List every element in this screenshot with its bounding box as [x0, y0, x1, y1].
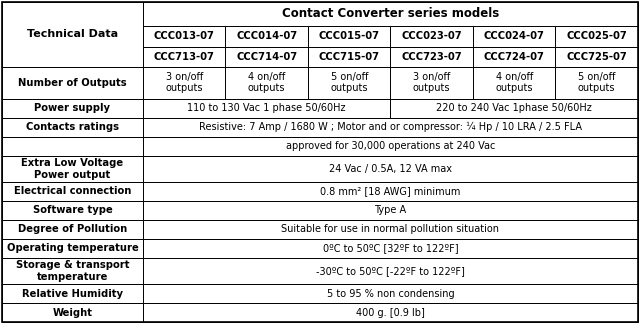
Bar	[2, 66, 143, 98]
Bar	[556, 47, 638, 66]
Text: 24 Vac / 0.5A, 12 VA max: 24 Vac / 0.5A, 12 VA max	[329, 164, 452, 174]
Text: CCC015-07: CCC015-07	[319, 31, 380, 41]
Text: -30ºC to 50ºC [-22ºF to 122ºF]: -30ºC to 50ºC [-22ºF to 122ºF]	[316, 266, 465, 276]
Bar	[143, 284, 638, 303]
Text: Software type: Software type	[33, 205, 113, 215]
Bar	[2, 182, 143, 201]
Text: CCC725-07: CCC725-07	[566, 52, 627, 62]
Text: CCC723-07: CCC723-07	[401, 52, 462, 62]
Text: Electrical connection: Electrical connection	[14, 186, 131, 196]
Text: CCC724-07: CCC724-07	[484, 52, 545, 62]
Text: approved for 30,000 operations at 240 Vac: approved for 30,000 operations at 240 Va…	[286, 141, 495, 151]
Text: Degree of Pollution: Degree of Pollution	[18, 224, 127, 234]
Bar	[308, 47, 390, 66]
Bar	[2, 258, 143, 284]
Bar	[2, 239, 143, 258]
Bar	[225, 47, 308, 66]
Bar	[143, 66, 225, 98]
Bar	[473, 47, 556, 66]
Text: 0ºC to 50ºC [32ºF to 122ºF]: 0ºC to 50ºC [32ºF to 122ºF]	[323, 243, 458, 253]
Text: Contact Converter series models: Contact Converter series models	[282, 7, 499, 20]
Bar	[2, 118, 143, 137]
Text: CCC013-07: CCC013-07	[154, 31, 214, 41]
Bar	[2, 284, 143, 303]
Text: Type A: Type A	[374, 205, 406, 215]
Text: 110 to 130 Vac 1 phase 50/60Hz: 110 to 130 Vac 1 phase 50/60Hz	[188, 103, 346, 113]
Bar	[143, 98, 390, 118]
Text: Number of Outputs: Number of Outputs	[18, 77, 127, 87]
Bar	[308, 26, 390, 47]
Text: 400 g. [0.9 lb]: 400 g. [0.9 lb]	[356, 307, 425, 318]
Bar	[308, 66, 390, 98]
Bar	[2, 156, 143, 182]
Bar	[143, 156, 638, 182]
Text: 5 on/off
outputs: 5 on/off outputs	[578, 72, 616, 93]
Bar	[143, 201, 638, 220]
Bar	[143, 220, 638, 239]
Text: 5 to 95 % non condensing: 5 to 95 % non condensing	[326, 288, 454, 298]
Bar	[143, 303, 638, 322]
Bar	[2, 137, 143, 156]
Bar	[556, 66, 638, 98]
Text: Storage & transport
temperature: Storage & transport temperature	[16, 260, 129, 282]
Text: CCC714-07: CCC714-07	[236, 52, 297, 62]
Bar	[143, 182, 638, 201]
Text: Weight: Weight	[52, 307, 92, 318]
Text: Relative Humidity: Relative Humidity	[22, 288, 123, 298]
Bar	[2, 201, 143, 220]
Text: 4 on/off
outputs: 4 on/off outputs	[495, 72, 533, 93]
Bar	[143, 118, 638, 137]
Text: CCC715-07: CCC715-07	[319, 52, 380, 62]
Bar	[2, 220, 143, 239]
Bar	[143, 137, 638, 156]
Text: Suitable for use in normal pollution situation: Suitable for use in normal pollution sit…	[282, 224, 499, 234]
Text: 3 on/off
outputs: 3 on/off outputs	[165, 72, 203, 93]
Text: Technical Data: Technical Data	[27, 29, 118, 39]
Bar	[143, 258, 638, 284]
Text: Contacts ratings: Contacts ratings	[26, 122, 119, 132]
Text: 0.8 mm² [18 AWG] minimum: 0.8 mm² [18 AWG] minimum	[320, 186, 461, 196]
Bar	[556, 26, 638, 47]
Text: Extra Low Voltage
Power output: Extra Low Voltage Power output	[21, 158, 124, 179]
Bar	[390, 47, 473, 66]
Text: CCC025-07: CCC025-07	[566, 31, 627, 41]
Text: CCC023-07: CCC023-07	[401, 31, 462, 41]
Bar	[2, 98, 143, 118]
Bar	[143, 47, 225, 66]
Bar	[390, 98, 638, 118]
Text: Power supply: Power supply	[35, 103, 111, 113]
Text: Operating temperature: Operating temperature	[6, 243, 138, 253]
Bar	[2, 303, 143, 322]
Text: Resistive: 7 Amp / 1680 W ; Motor and or compressor: ¼ Hp / 10 LRA / 2.5 FLA: Resistive: 7 Amp / 1680 W ; Motor and or…	[199, 122, 582, 132]
Bar	[225, 66, 308, 98]
Bar	[390, 66, 473, 98]
Bar	[143, 26, 225, 47]
Text: 5 on/off
outputs: 5 on/off outputs	[330, 72, 368, 93]
Text: CCC024-07: CCC024-07	[484, 31, 545, 41]
Bar	[225, 26, 308, 47]
Bar	[390, 26, 473, 47]
Bar	[473, 26, 556, 47]
Text: CCC713-07: CCC713-07	[154, 52, 214, 62]
Bar	[473, 66, 556, 98]
Bar	[143, 239, 638, 258]
Bar	[2, 2, 143, 66]
Text: CCC014-07: CCC014-07	[236, 31, 297, 41]
Text: 3 on/off
outputs: 3 on/off outputs	[413, 72, 451, 93]
Text: 220 to 240 Vac 1phase 50/60Hz: 220 to 240 Vac 1phase 50/60Hz	[436, 103, 592, 113]
Bar	[143, 2, 638, 26]
Text: 4 on/off
outputs: 4 on/off outputs	[248, 72, 285, 93]
